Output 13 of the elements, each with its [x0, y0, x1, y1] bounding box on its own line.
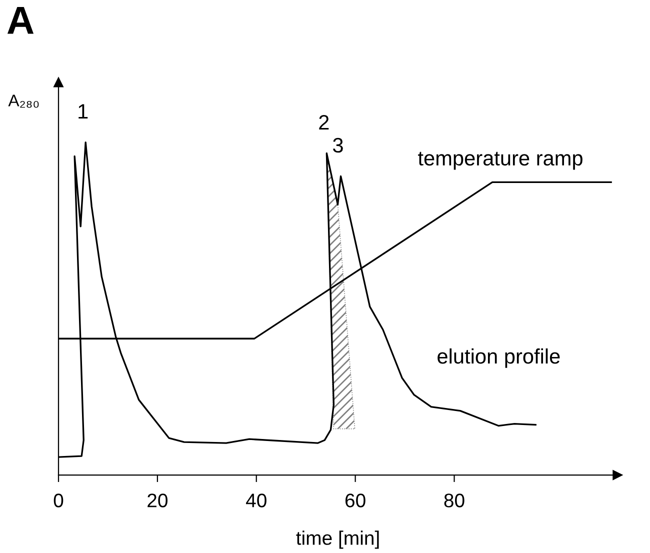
annotation: 1 — [78, 104, 88, 119]
annotation: 2 — [319, 114, 329, 130]
series-label: temperature ramp — [418, 152, 582, 170]
series-label: elution profile — [438, 348, 560, 368]
x-tick-label: 0 — [54, 494, 64, 508]
y-axis-title: A₂₈₀ — [8, 94, 39, 108]
x-tick-label: 80 — [444, 494, 464, 508]
annotation: 3 — [332, 138, 343, 153]
x-tick-label: 40 — [246, 494, 266, 508]
x-axis-title: time [min] — [296, 530, 379, 549]
x-tick-label: 60 — [345, 494, 366, 508]
x-tick-label: 20 — [148, 494, 168, 508]
chart-title: A — [7, 6, 34, 34]
